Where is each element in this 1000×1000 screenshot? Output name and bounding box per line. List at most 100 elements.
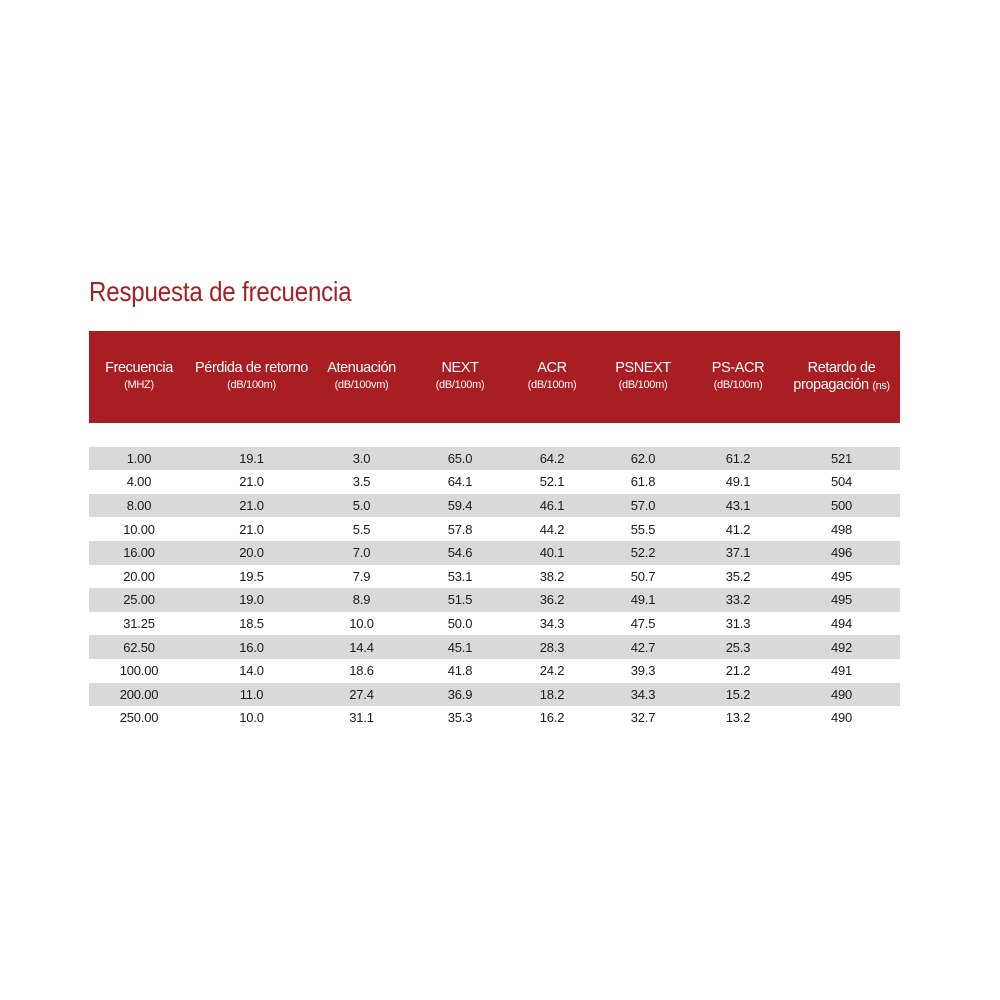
column-header-name: Atenuación <box>327 360 396 376</box>
table-header-row: Frecuencia (MHZ) Pérdida de retorno (dB/… <box>89 331 900 423</box>
table-cell: 36.2 <box>539 592 565 608</box>
table-cell: 3.0 <box>352 450 371 466</box>
table-row: 4.00 21.0 3.5 64.1 52.1 61.8 49.1 504 <box>89 470 900 494</box>
table-cell: 35.2 <box>725 568 751 584</box>
table-cell: 57.8 <box>447 521 473 537</box>
table-cell: 32.7 <box>630 710 656 726</box>
column-header-name: Frecuencia <box>105 360 173 376</box>
table-cell: 37.1 <box>725 545 751 561</box>
table-cell: 16.2 <box>539 710 565 726</box>
table-row: 100.00 14.0 18.6 41.8 24.2 39.3 21.2 491 <box>89 658 900 683</box>
table-cell: 54.6 <box>447 545 473 561</box>
column-header-acr: ACR (dB/100m) <box>511 331 593 423</box>
column-header-name: Pérdida de retorno <box>195 360 308 376</box>
column-header-ps-acr: PS-ACR (dB/100m) <box>693 331 783 423</box>
table-row: 1.00 19.1 3.0 65.0 64.2 62.0 61.2 521 <box>89 446 900 471</box>
column-header-unit: (dB/100m) <box>435 379 485 391</box>
table-cell: 5.5 <box>352 521 371 537</box>
table-cell: 4.00 <box>126 474 152 490</box>
table-cell: 14.0 <box>239 663 264 679</box>
table-cell: 34.3 <box>539 616 565 632</box>
table-cell: 25.00 <box>123 592 155 608</box>
table-cell: 16.00 <box>123 545 155 561</box>
table-cell: 50.0 <box>447 616 473 632</box>
table-cell: 10.0 <box>239 710 264 726</box>
table-cell: 498 <box>830 521 853 537</box>
table-cell: 491 <box>830 663 853 679</box>
column-header-unit: (dB/100m) <box>713 379 763 391</box>
table-cell: 35.3 <box>447 710 473 726</box>
table-cell: 50.7 <box>630 568 656 584</box>
table-cell: 39.3 <box>630 663 656 679</box>
table-cell: 250.00 <box>119 710 159 726</box>
table-cell: 496 <box>830 545 853 561</box>
column-header-atenuacion: Atenuación (dB/100vm) <box>314 331 409 423</box>
header-spacer <box>89 423 900 447</box>
table-cell: 51.5 <box>447 592 473 608</box>
table-cell: 200.00 <box>119 686 159 702</box>
table-cell: 3.5 <box>352 474 371 490</box>
table-cell: 18.2 <box>539 686 565 702</box>
table-cell: 20.00 <box>123 568 155 584</box>
table-cell: 100.00 <box>119 663 159 679</box>
table-cell: 504 <box>830 474 853 490</box>
table-cell: 7.9 <box>352 568 371 584</box>
table-cell: 41.2 <box>725 521 751 537</box>
table-cell: 31.3 <box>725 616 751 632</box>
table-cell: 490 <box>830 686 853 702</box>
table-cell: 1.00 <box>126 450 152 466</box>
table-cell: 59.4 <box>447 498 473 514</box>
frequency-response-table: Frecuencia (MHZ) Pérdida de retorno (dB/… <box>89 331 900 730</box>
column-header-frecuencia: Frecuencia (MHZ) <box>89 331 189 423</box>
table-cell: 49.1 <box>725 474 751 490</box>
column-header-name: Retardo de <box>807 359 876 376</box>
table-cell: 49.1 <box>630 592 656 608</box>
table-row: 200.00 11.0 27.4 36.9 18.2 34.3 15.2 490 <box>89 682 900 707</box>
table-cell: 31.25 <box>123 616 155 632</box>
table-cell: 21.0 <box>239 498 264 514</box>
table-cell: 10.0 <box>349 616 374 632</box>
table-cell: 61.2 <box>725 450 751 466</box>
table-cell: 44.2 <box>539 521 565 537</box>
table-cell: 15.2 <box>725 686 751 702</box>
table-row: 20.00 19.5 7.9 53.1 38.2 50.7 35.2 495 <box>89 564 900 589</box>
table-cell: 21.0 <box>239 474 264 490</box>
table-cell: 490 <box>830 710 853 726</box>
table-cell: 64.2 <box>539 450 565 466</box>
table-cell: 45.1 <box>447 639 473 655</box>
table-cell: 8.9 <box>352 592 371 608</box>
table-cell: 5.0 <box>352 498 371 514</box>
table-cell: 21.0 <box>239 521 264 537</box>
table-cell: 495 <box>830 568 853 584</box>
table-row: 62.50 16.0 14.4 45.1 28.3 42.7 25.3 492 <box>89 635 900 659</box>
table-row: 25.00 19.0 8.9 51.5 36.2 49.1 33.2 495 <box>89 588 900 612</box>
table-cell: 500 <box>830 498 853 514</box>
table-cell: 521 <box>830 450 853 466</box>
table-cell: 62.0 <box>630 450 656 466</box>
table-cell: 46.1 <box>539 498 565 514</box>
column-header-unit: (dB/100m) <box>527 379 577 391</box>
column-header-unit: (ns) <box>872 379 890 392</box>
table-cell: 33.2 <box>725 592 751 608</box>
table-cell: 27.4 <box>349 686 374 702</box>
page-title: Respuesta de frecuencia <box>89 276 352 307</box>
column-header-name2: propagación <box>793 376 869 393</box>
table-cell: 64.1 <box>447 474 473 490</box>
table-cell: 55.5 <box>630 521 656 537</box>
column-header-name: PS-ACR <box>711 360 765 376</box>
table-cell: 25.3 <box>725 639 751 655</box>
table-cell: 61.8 <box>630 474 656 490</box>
table-body: 1.00 19.1 3.0 65.0 64.2 62.0 61.2 521 4.00 21.0 3.… <box>89 423 900 730</box>
table-cell: 42.7 <box>630 639 656 655</box>
column-header-name-line2: propagación (ns) <box>785 377 898 395</box>
table-cell: 19.0 <box>239 592 264 608</box>
column-header-unit: (dB/100vm) <box>334 379 389 391</box>
column-header-unit: (dB/100m) <box>618 379 668 391</box>
table-cell: 19.5 <box>239 568 264 584</box>
table-row: 10.00 21.0 5.5 57.8 44.2 55.5 41.2 498 <box>89 517 900 541</box>
table-cell: 7.0 <box>352 545 371 561</box>
table-cell: 18.6 <box>349 663 374 679</box>
table-cell: 43.1 <box>725 498 751 514</box>
table-cell: 36.9 <box>447 686 473 702</box>
column-header-perdida-de-retorno: Pérdida de retorno (dB/100m) <box>189 331 314 423</box>
